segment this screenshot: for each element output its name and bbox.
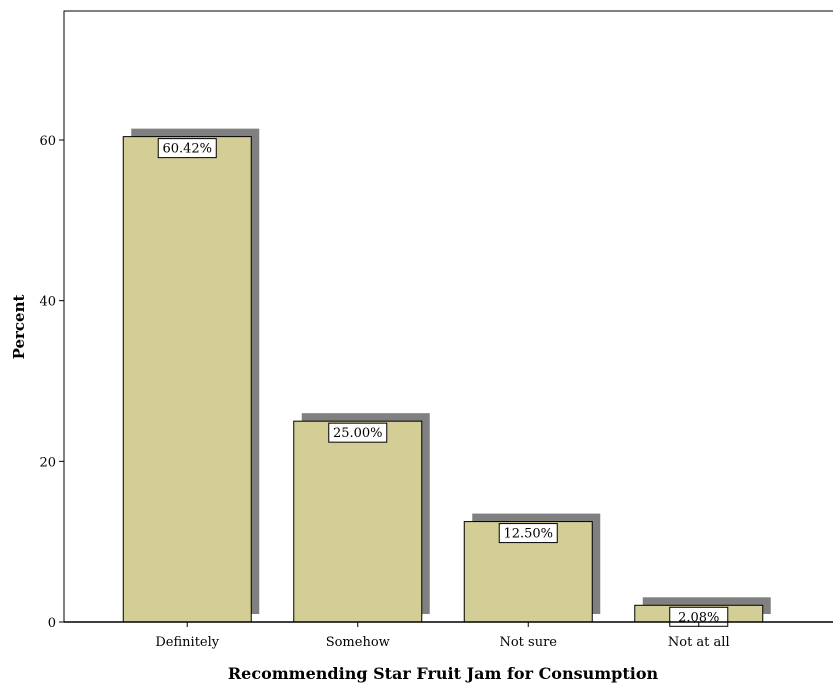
x-axis-title: Recommending Star Fruit Jam for Consumpt… [228, 664, 659, 683]
y-tick-label: 20 [39, 455, 56, 470]
x-tick-label: Definitely [155, 635, 219, 650]
bar-group: 12.50% [463, 513, 601, 623]
data-label: 12.50% [503, 527, 553, 542]
bar-group: 25.00% [293, 413, 430, 623]
x-tick-label: Somehow [326, 635, 390, 650]
data-label-box [498, 523, 558, 544]
data-label-box [157, 138, 217, 159]
y-tick-label: 60 [39, 134, 56, 149]
y-axis: 0 20 40 60 [39, 134, 64, 631]
bars-layer: 60.42%25.00%12.50%2.08% [122, 128, 771, 627]
data-label: 60.42% [162, 142, 212, 157]
y-tick-label: 40 [39, 295, 56, 310]
y-tick-label: 0 [48, 616, 56, 631]
data-label: 25.00% [333, 426, 383, 441]
x-axis: Definitely Somehow Not sure Not at all [64, 621, 833, 650]
bar-group: 60.42% [122, 128, 260, 623]
x-tick-label: Not sure [499, 635, 557, 650]
x-tick-label: Not at all [668, 635, 730, 650]
bar [293, 420, 423, 623]
bar [122, 136, 252, 623]
data-label-box [328, 422, 388, 443]
y-axis-title: Percent [10, 295, 28, 360]
